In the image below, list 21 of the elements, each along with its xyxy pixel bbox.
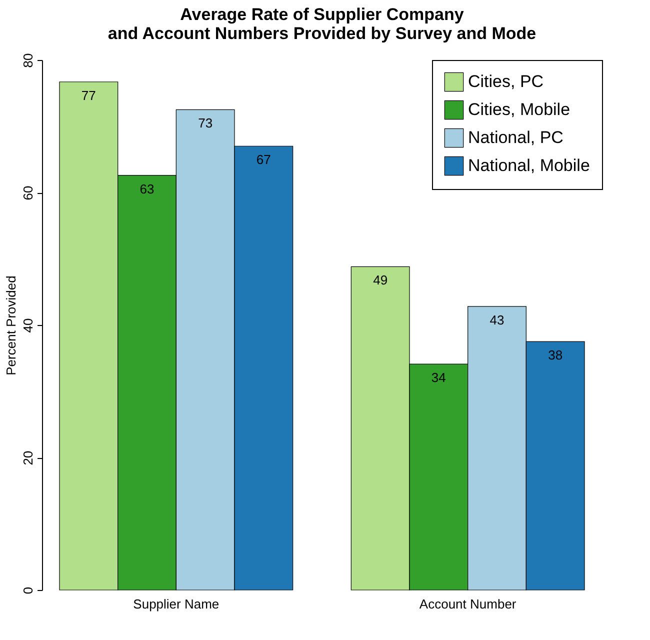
legend-label: National, Mobile bbox=[468, 156, 590, 175]
data-label: 49 bbox=[373, 272, 388, 288]
legend-label: Cities, Mobile bbox=[468, 100, 570, 119]
data-label: 43 bbox=[490, 312, 504, 328]
data-label: 73 bbox=[198, 116, 213, 131]
legend-label: Cities, PC bbox=[468, 72, 544, 91]
chart-title: Average Rate of Supplier Company and Account Numbers Provided by Survey and Mode bbox=[108, 4, 536, 43]
data-label: 34 bbox=[431, 370, 446, 386]
legend-label: National, PC bbox=[468, 128, 564, 147]
y-tick-label: 60 bbox=[20, 186, 36, 200]
x-tick-label: Account Number bbox=[419, 596, 517, 612]
x-tick-label: Supplier Name bbox=[133, 596, 220, 612]
y-tick-label: 20 bbox=[20, 450, 36, 466]
y-tick-label: 0 bbox=[20, 586, 36, 594]
data-label: 77 bbox=[81, 88, 96, 103]
y-tick-label: 40 bbox=[20, 318, 36, 333]
data-label: 38 bbox=[548, 348, 563, 363]
y-tick-label: 80 bbox=[20, 53, 36, 68]
data-label: 63 bbox=[140, 181, 154, 196]
y-axis-title: Percent Provided bbox=[4, 276, 18, 376]
data-label: 67 bbox=[256, 152, 271, 168]
